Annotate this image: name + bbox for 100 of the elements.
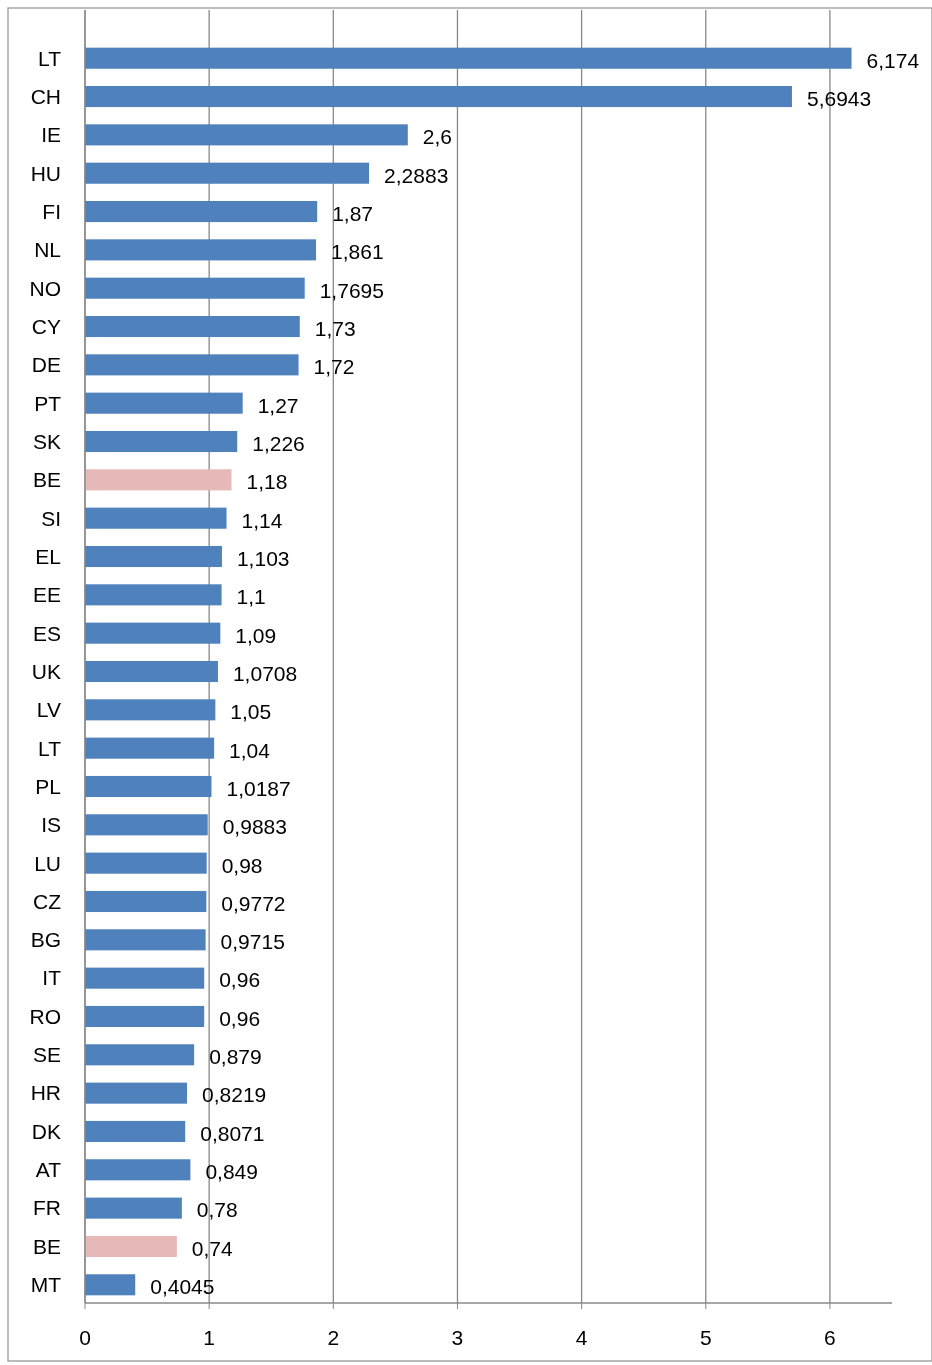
bar <box>85 1082 188 1104</box>
data-label: 1,05 <box>230 700 272 724</box>
data-label: 1,1 <box>236 585 266 609</box>
bar <box>85 1044 195 1066</box>
data-label: 1,73 <box>314 316 356 340</box>
bar <box>85 162 370 184</box>
bar <box>85 86 792 108</box>
y-tick-label: ES <box>32 621 61 645</box>
bar <box>85 584 222 606</box>
x-tick-label: 5 <box>699 1326 712 1349</box>
y-tick-label: IT <box>42 966 62 990</box>
y-tick-label: BG <box>30 928 61 952</box>
data-label: 2,6 <box>422 125 452 149</box>
y-tick-label: IE <box>41 123 61 147</box>
bar <box>85 507 227 529</box>
y-tick-label: CZ <box>33 889 62 913</box>
bar <box>85 1120 186 1143</box>
y-tick-label: CH <box>30 84 61 108</box>
data-label: 1,0708 <box>232 661 298 685</box>
y-tick-label: FR <box>33 1196 61 1220</box>
y-tick-label: LT <box>38 736 62 760</box>
bar <box>85 814 208 836</box>
bar <box>85 354 299 376</box>
y-tick-label: NL <box>34 238 61 262</box>
y-tick-label: DK <box>31 1119 61 1143</box>
y-tick-label: EE <box>32 583 61 607</box>
bar <box>85 1274 136 1296</box>
y-tick-label: EL <box>35 544 61 568</box>
data-label: 1,226 <box>252 431 305 455</box>
bar <box>85 699 216 721</box>
bar <box>85 890 207 913</box>
data-label: 6,174 <box>866 48 920 72</box>
y-tick-label: LT <box>38 46 62 70</box>
bar <box>85 47 852 69</box>
bar <box>85 124 408 146</box>
bar <box>85 1235 177 1257</box>
data-label: 1,0187 <box>226 776 291 800</box>
bar <box>85 239 317 261</box>
y-tick-label: PL <box>35 774 61 798</box>
y-tick-label: DE <box>31 353 61 377</box>
y-tick-label: NO <box>29 276 61 300</box>
x-tick-label: 3 <box>451 1326 464 1349</box>
data-label: 2,2883 <box>384 163 449 187</box>
bar <box>85 392 243 414</box>
data-label: 0,96 <box>219 968 261 992</box>
data-label: 0,4045 <box>150 1275 215 1299</box>
bar <box>85 967 205 989</box>
bar <box>85 469 232 491</box>
bar <box>85 929 206 951</box>
bar <box>85 660 218 683</box>
y-tick-label: PT <box>34 391 62 415</box>
data-label: 0,98 <box>221 853 263 877</box>
y-tick-label: HU <box>30 161 61 185</box>
bar <box>85 430 238 453</box>
x-tick-label: 6 <box>824 1326 836 1349</box>
data-label: 0,9883 <box>222 815 287 839</box>
bar <box>85 545 222 568</box>
bar <box>85 277 305 299</box>
y-tick-label: MT <box>30 1273 62 1297</box>
data-label: 0,78 <box>196 1198 238 1222</box>
data-label: 0,8219 <box>202 1083 267 1107</box>
data-label: 0,879 <box>209 1045 262 1069</box>
bar <box>85 1005 205 1028</box>
data-label: 1,14 <box>241 508 283 532</box>
data-label: 0,8071 <box>200 1121 265 1145</box>
data-label: 1,27 <box>257 393 299 417</box>
data-label: 1,09 <box>235 623 277 647</box>
y-tick-label: LV <box>36 698 61 722</box>
bar <box>85 775 212 798</box>
y-tick-label: UK <box>31 659 61 683</box>
data-label: 1,861 <box>331 240 384 264</box>
x-tick-label: 0 <box>79 1326 91 1349</box>
data-label: 1,04 <box>229 738 271 762</box>
y-tick-label: FI <box>42 199 61 223</box>
x-tick-label: 4 <box>575 1326 588 1349</box>
y-tick-label: BE <box>32 1234 61 1258</box>
y-tick-label: HR <box>30 1081 61 1105</box>
y-tick-label: BE <box>32 468 61 492</box>
data-label: 0,9772 <box>221 891 286 915</box>
data-label: 1,72 <box>313 355 355 379</box>
data-label: 1,87 <box>332 201 374 225</box>
bar <box>85 1197 182 1219</box>
y-tick-label: LU <box>34 851 61 875</box>
bar <box>85 622 221 644</box>
y-tick-label: SE <box>32 1043 61 1067</box>
y-tick-label: CY <box>31 314 61 338</box>
bar <box>85 315 300 338</box>
bar <box>85 1159 191 1181</box>
x-tick-label: 2 <box>327 1326 340 1349</box>
data-label: 5,6943 <box>806 86 872 110</box>
bar <box>85 200 318 223</box>
y-tick-label: SK <box>32 429 61 453</box>
data-label: 0,849 <box>205 1160 258 1184</box>
data-label: 1,103 <box>236 546 290 570</box>
y-tick-label: SI <box>41 506 61 530</box>
x-tick-label: 1 <box>203 1326 215 1349</box>
data-label: 0,96 <box>219 1006 261 1030</box>
data-label: 1,7695 <box>319 278 384 302</box>
y-tick-label: IS <box>41 813 61 837</box>
data-label: 0,74 <box>191 1236 234 1260</box>
